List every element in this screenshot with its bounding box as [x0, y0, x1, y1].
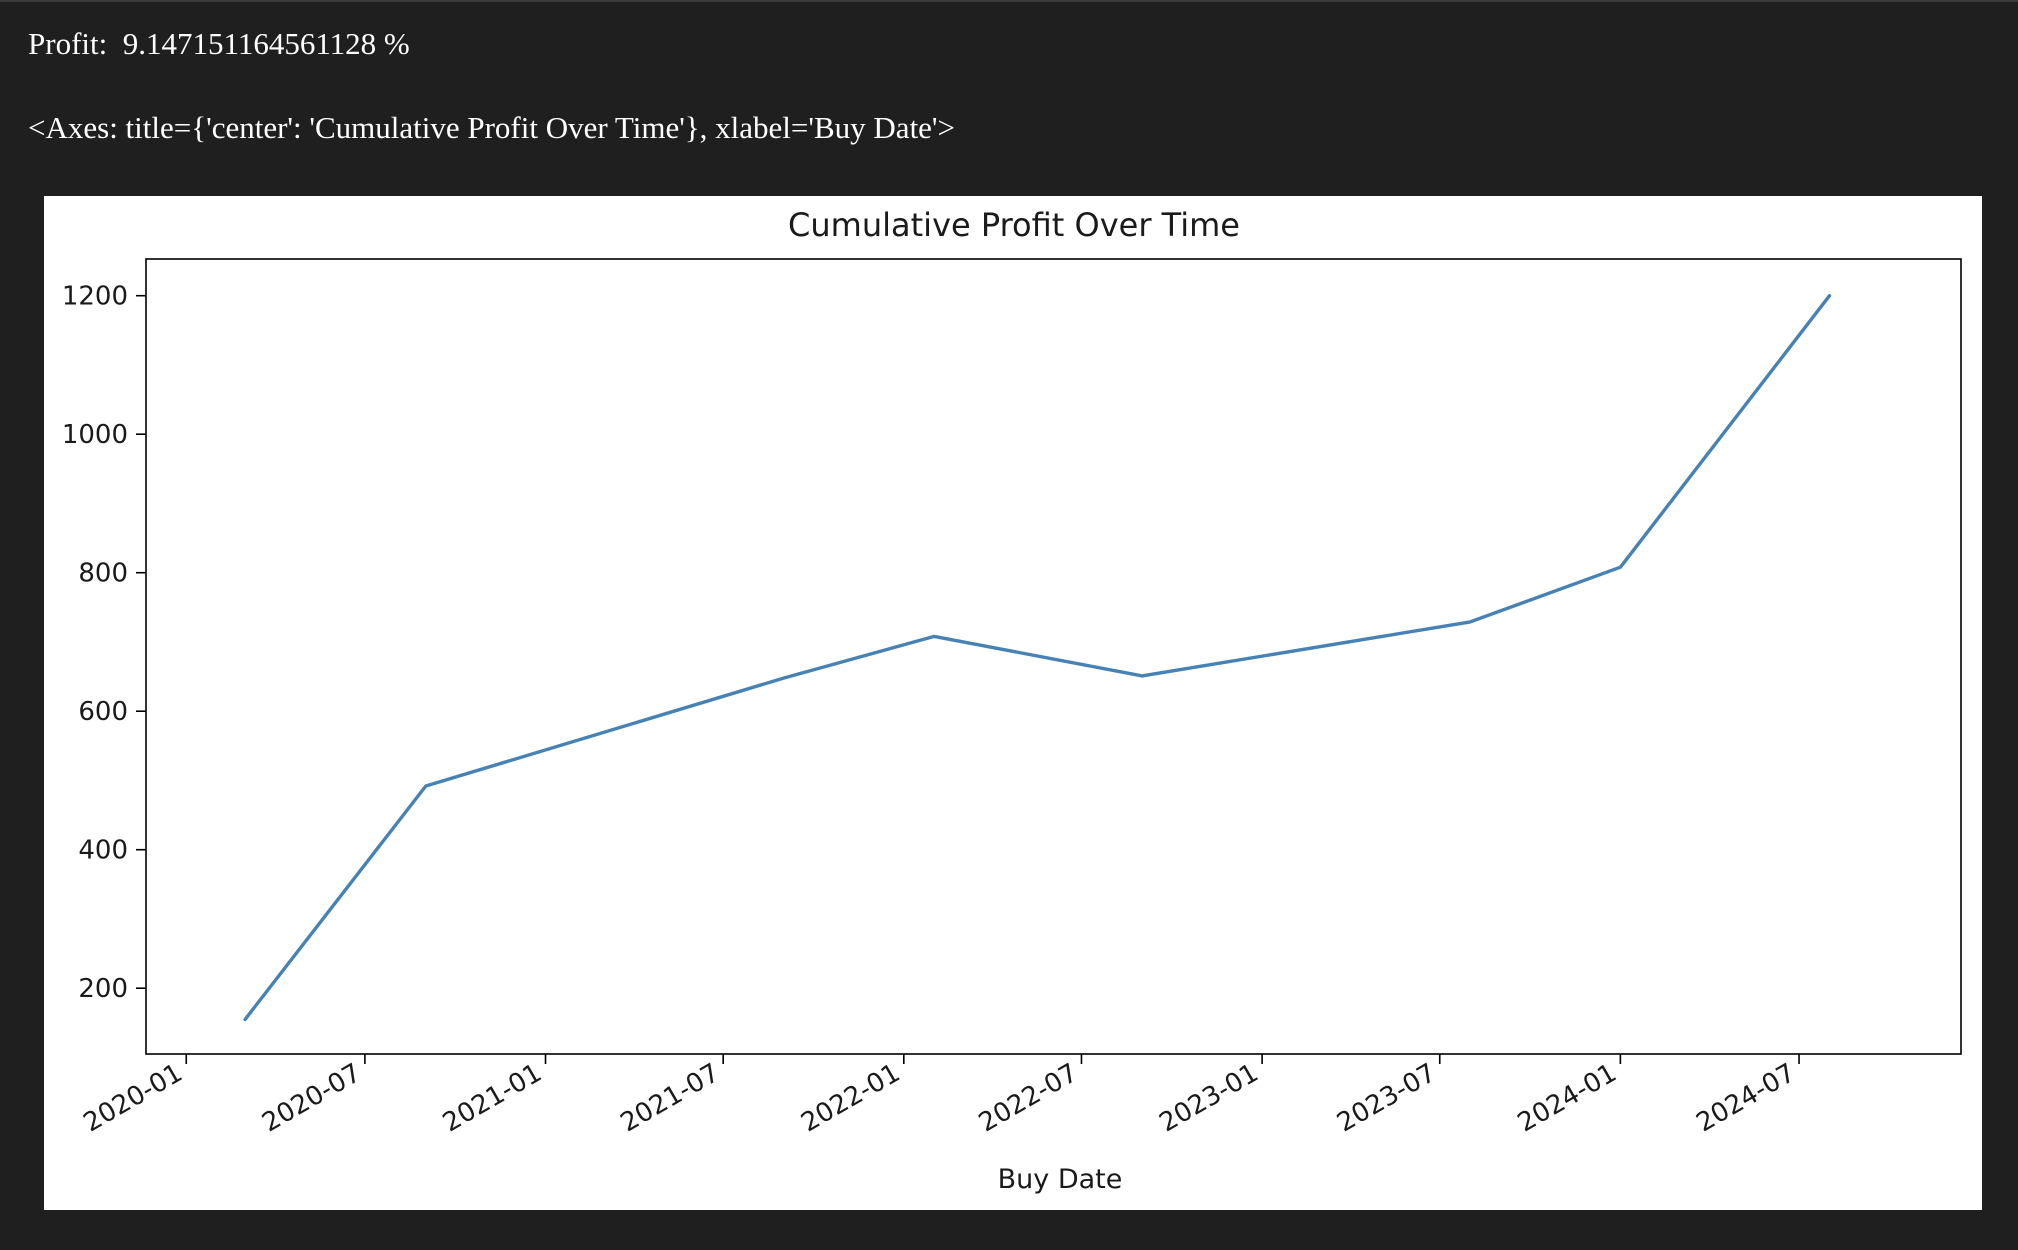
- profit-output-line: Profit: 9.147151164561128 %: [28, 26, 410, 62]
- x-tick-label: 2023-01: [1155, 1058, 1264, 1138]
- x-tick-label: 2022-01: [796, 1058, 905, 1138]
- profit-value: 9.147151164561128 %: [122, 26, 410, 61]
- series-layer: [243, 293, 1832, 1022]
- x-axis-ticks: 2020-01 2020-07 2021-01 2021-07 2022-01 2022-…: [79, 1054, 1801, 1138]
- plot-area-frame: [145, 258, 1962, 1055]
- axes-repr-output: <Axes: title={'center': 'Cumulative Prof…: [28, 110, 956, 145]
- x-tick-label: 2020-01: [79, 1058, 188, 1138]
- y-tick-label: 1000: [62, 420, 128, 450]
- top-border: [0, 0, 2018, 2]
- y-axis-ticks: 200 400 600 800 1000 1200: [62, 282, 146, 1004]
- x-tick-label: 2020-07: [257, 1058, 366, 1138]
- y-tick-label: 1200: [62, 282, 128, 312]
- x-tick-label: 2021-07: [616, 1058, 725, 1138]
- x-tick-label: 2024-07: [1691, 1058, 1800, 1138]
- x-axis-label: Buy Date: [998, 1164, 1123, 1195]
- y-tick-label: 200: [78, 974, 128, 1004]
- line-chart: Cumulative Profit Over Time Buy Date 200…: [62, 206, 1962, 1195]
- y-tick-label: 600: [78, 697, 128, 727]
- x-tick-label: 2023-07: [1332, 1058, 1441, 1138]
- x-tick-label: 2022-07: [974, 1058, 1083, 1138]
- y-tick-label: 400: [78, 836, 128, 866]
- chart-figure: Cumulative Profit Over Time Buy Date 200…: [44, 196, 1982, 1210]
- x-tick-label: 2021-01: [438, 1058, 547, 1138]
- chart-title: Cumulative Profit Over Time: [788, 206, 1240, 244]
- profit-label: Profit:: [28, 26, 108, 61]
- series-line: [243, 293, 1832, 1022]
- x-tick-label: 2024-01: [1513, 1058, 1622, 1138]
- y-tick-label: 800: [78, 559, 128, 589]
